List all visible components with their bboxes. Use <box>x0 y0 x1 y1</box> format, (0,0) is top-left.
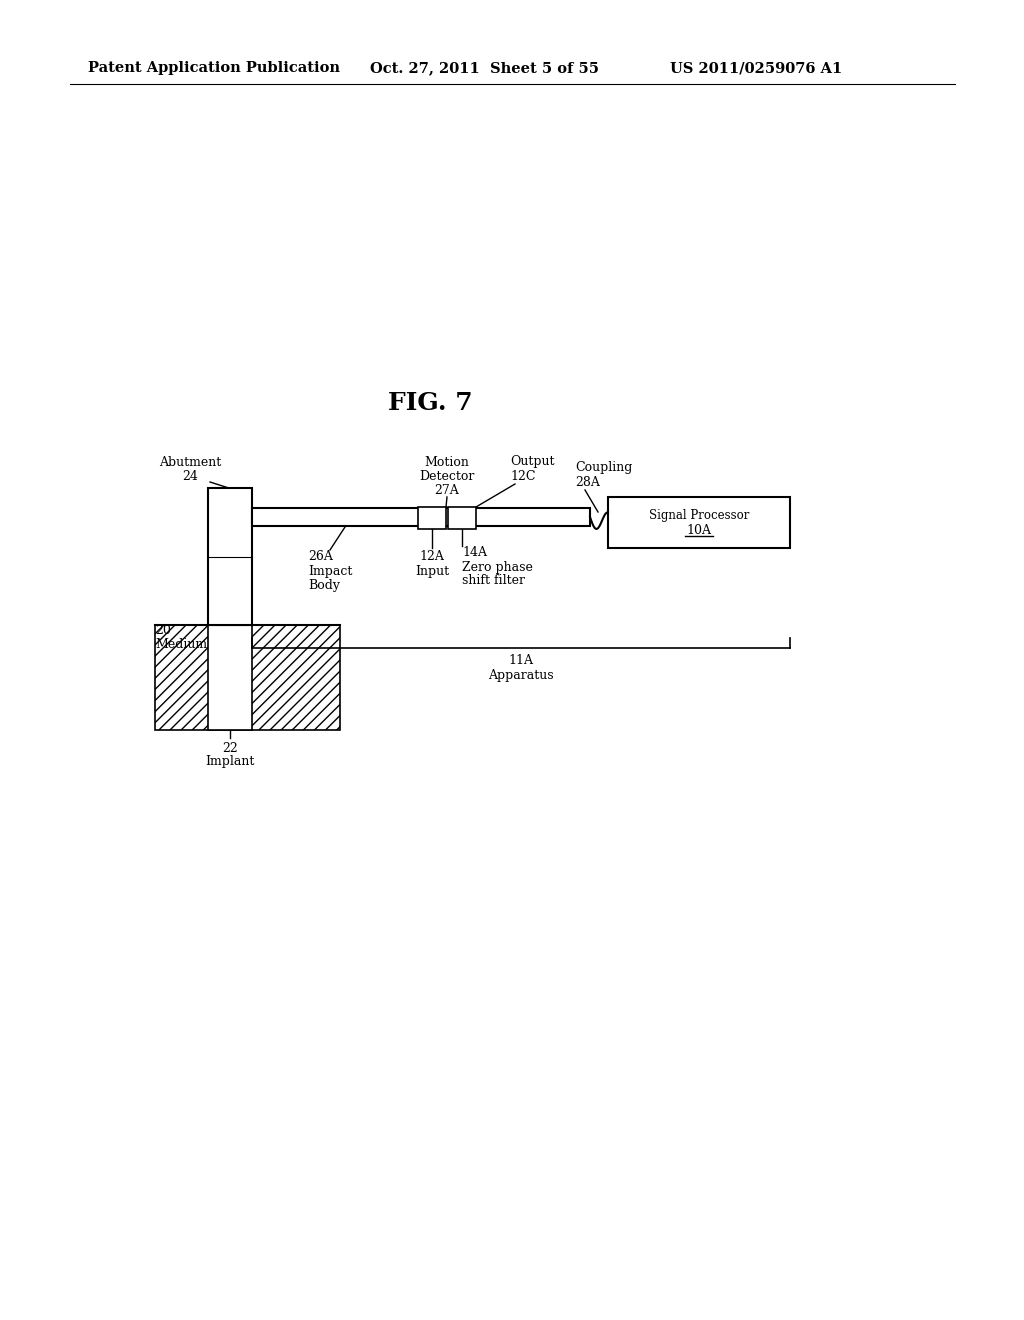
Text: 20: 20 <box>155 623 171 636</box>
Text: 28A: 28A <box>575 475 600 488</box>
Text: Oct. 27, 2011  Sheet 5 of 55: Oct. 27, 2011 Sheet 5 of 55 <box>370 61 599 75</box>
Text: Signal Processor: Signal Processor <box>649 510 750 521</box>
Text: Abutment: Abutment <box>159 455 221 469</box>
Bar <box>608 498 790 548</box>
Text: Output: Output <box>510 455 555 469</box>
Text: 27A: 27A <box>434 483 460 496</box>
Text: 11A: 11A <box>509 653 534 667</box>
Text: Implant: Implant <box>206 755 255 768</box>
Text: Medium: Medium <box>155 639 207 652</box>
Text: US 2011/0259076 A1: US 2011/0259076 A1 <box>670 61 843 75</box>
Text: FIG. 7: FIG. 7 <box>388 391 472 414</box>
Text: Impact: Impact <box>308 565 352 578</box>
Text: Coupling: Coupling <box>575 462 633 474</box>
Text: 26A: 26A <box>308 549 333 562</box>
Text: 12C: 12C <box>510 470 536 483</box>
Text: 10A: 10A <box>686 524 712 537</box>
Text: 12A: 12A <box>420 549 444 562</box>
Text: Input: Input <box>415 565 450 578</box>
Bar <box>155 624 340 730</box>
Text: Apparatus: Apparatus <box>488 669 554 682</box>
Text: Patent Application Publication: Patent Application Publication <box>88 61 340 75</box>
Text: 24: 24 <box>182 470 198 483</box>
Text: 22: 22 <box>222 742 238 755</box>
Bar <box>208 624 252 730</box>
Text: shift filter: shift filter <box>462 574 525 587</box>
Text: Motion: Motion <box>425 455 469 469</box>
Text: 14A: 14A <box>462 546 487 560</box>
Bar <box>449 507 476 529</box>
Bar <box>418 507 446 529</box>
Text: Zero phase: Zero phase <box>462 561 532 573</box>
Bar <box>252 508 590 525</box>
Text: Detector: Detector <box>419 470 475 483</box>
Bar <box>208 488 252 624</box>
Text: Body: Body <box>308 579 340 593</box>
